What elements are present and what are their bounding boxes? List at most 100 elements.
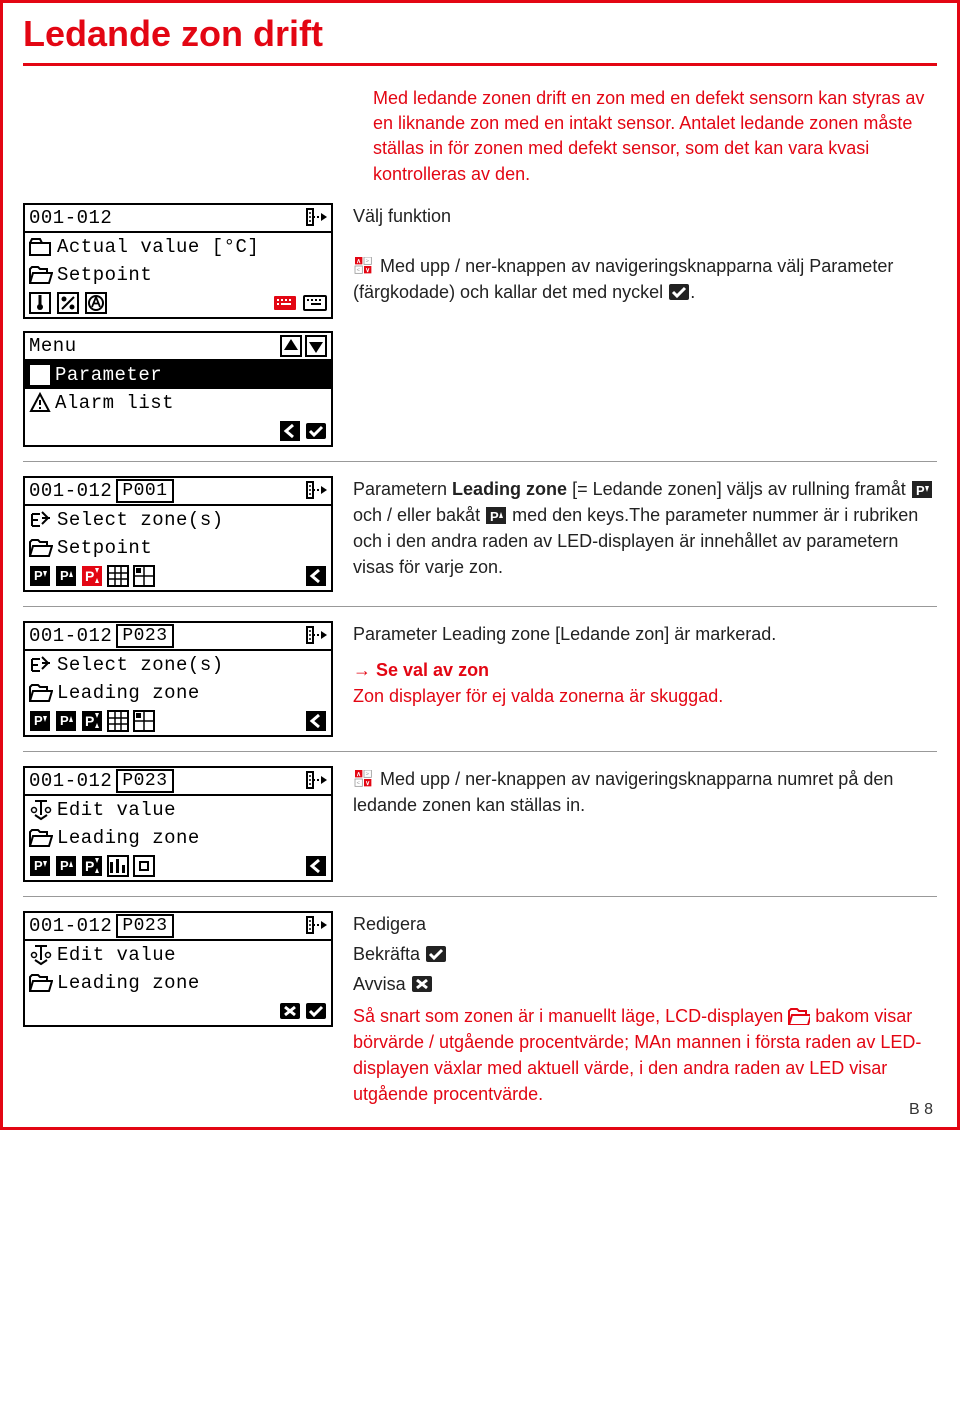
amp-icon bbox=[85, 292, 107, 314]
menu-parameter: Parameter bbox=[55, 364, 327, 386]
divider-4 bbox=[23, 896, 937, 897]
lcd2-line3: Setpoint bbox=[57, 537, 327, 559]
lcd-1b-menu: Menu Parameter Alarm list bbox=[23, 331, 333, 447]
signal-icon bbox=[305, 915, 327, 937]
lcd4-zone: 001-012 bbox=[29, 770, 112, 792]
warn-icon bbox=[29, 392, 51, 414]
nav-icon bbox=[353, 770, 375, 788]
selzone-icon bbox=[29, 654, 53, 676]
desc2-mid1: [= Ledande zonen] väljs av rullning fram… bbox=[567, 479, 911, 499]
lcd4-param: P023 bbox=[116, 769, 173, 793]
lcd-1a: 001-012 Actual value [°C] Setpoint bbox=[23, 203, 333, 319]
lcd-group-1: 001-012 Actual value [°C] Setpoint bbox=[23, 203, 333, 447]
pdown-icon-inline bbox=[911, 480, 933, 498]
desc2-mid2: och / eller bakåt bbox=[353, 505, 485, 525]
desc1-heading: Välj funktion bbox=[353, 203, 937, 229]
section-5: 001-012 P023 Edit value Leading zone Red… bbox=[23, 911, 937, 1108]
grid-icon bbox=[107, 565, 129, 587]
back-fill-icon bbox=[305, 855, 327, 877]
section-3: 001-012 P023 Select zone(s) Leading zone… bbox=[23, 621, 937, 737]
signal-icon bbox=[305, 770, 327, 792]
pup-icon bbox=[55, 565, 77, 587]
desc2-bold: Leading zone bbox=[452, 479, 567, 499]
check-icon-inline bbox=[668, 283, 690, 301]
desc-4: Med upp / ner-knappen av navigeringsknap… bbox=[353, 766, 937, 818]
lcd3-param: P023 bbox=[116, 624, 173, 648]
page-title: Ledande zon drift bbox=[23, 13, 937, 55]
nav-icon bbox=[353, 257, 375, 275]
pns-icon bbox=[81, 565, 103, 587]
desc3-arrow: → Se val av zon bbox=[353, 657, 937, 683]
check-icon bbox=[305, 1002, 327, 1020]
check-icon-inline bbox=[425, 945, 447, 963]
pup-icon-inline bbox=[485, 506, 507, 524]
desc3-body: Parameter Leading zone [Ledande zon] är … bbox=[353, 621, 937, 647]
section-1: 001-012 Actual value [°C] Setpoint bbox=[23, 203, 937, 447]
grid4-icon bbox=[133, 565, 155, 587]
back-fill-icon bbox=[305, 710, 327, 732]
lcd5-line2: Edit value bbox=[57, 944, 327, 966]
section-2: 001-012 P001 Select zone(s) Setpoint Par… bbox=[23, 476, 937, 592]
pdown-icon bbox=[29, 710, 51, 732]
lcd5-line3: Leading zone bbox=[57, 972, 327, 994]
desc5-confirm: Bekräfta bbox=[353, 944, 420, 964]
divider-1 bbox=[23, 461, 937, 462]
lcd1-zone: 001-012 bbox=[29, 207, 305, 229]
cross-icon-inline bbox=[411, 975, 433, 993]
folder-open-icon bbox=[29, 265, 53, 285]
grid-icon bbox=[107, 710, 129, 732]
menu-title: Menu bbox=[29, 335, 280, 357]
folder-open-icon bbox=[29, 828, 53, 848]
lcd5-param: P023 bbox=[116, 914, 173, 938]
desc5-tail-prefix: Så snart som zonen är i manuellt läge, L… bbox=[353, 1006, 788, 1026]
back-fill-icon bbox=[279, 420, 301, 442]
desc-3: Parameter Leading zone [Ledande zon] är … bbox=[353, 621, 937, 709]
pup-icon bbox=[55, 710, 77, 732]
grid4-icon bbox=[133, 710, 155, 732]
lcd3-zone: 001-012 bbox=[29, 625, 112, 647]
edit-icon bbox=[29, 799, 53, 821]
lcd2-param: P001 bbox=[116, 479, 173, 503]
pns-icon bbox=[81, 855, 103, 877]
page-number: B 8 bbox=[909, 1101, 933, 1119]
check-icon bbox=[305, 422, 327, 440]
menu-alarm: Alarm list bbox=[55, 392, 327, 414]
desc5-reject: Avvisa bbox=[353, 974, 406, 994]
lcd5-zone: 001-012 bbox=[29, 915, 112, 937]
edit-icon bbox=[29, 944, 53, 966]
title-underline bbox=[23, 63, 937, 66]
desc5-edit: Redigera bbox=[353, 911, 937, 937]
pdown-icon bbox=[29, 565, 51, 587]
divider-3 bbox=[23, 751, 937, 752]
folder-open-inline-icon bbox=[788, 1007, 810, 1025]
up-icon bbox=[280, 335, 302, 357]
intro-text: Med ledande zonen drift en zon med en de… bbox=[373, 86, 937, 187]
desc2-prefix: Parametern bbox=[353, 479, 452, 499]
keyboard-icon bbox=[273, 293, 297, 313]
down-icon bbox=[305, 335, 327, 357]
folder-icon bbox=[29, 237, 53, 257]
thermo-icon bbox=[29, 292, 51, 314]
keyboard-outline-icon bbox=[303, 293, 327, 313]
pns-icon bbox=[81, 710, 103, 732]
lcd2-line2: Select zone(s) bbox=[57, 509, 327, 531]
cross-icon bbox=[279, 1002, 301, 1020]
signal-icon bbox=[305, 480, 327, 502]
lcd-5: 001-012 P023 Edit value Leading zone bbox=[23, 911, 333, 1027]
lcd4-line2: Edit value bbox=[57, 799, 327, 821]
lcd1-line3: Setpoint bbox=[57, 264, 327, 286]
p-letter-icon bbox=[29, 364, 51, 386]
pdown-icon bbox=[29, 855, 51, 877]
desc1-body: Med upp / ner-knappen av navigeringsknap… bbox=[353, 256, 893, 302]
desc4-body: Med upp / ner-knappen av navigeringsknap… bbox=[353, 769, 893, 815]
section-4: 001-012 P023 Edit value Leading zone Med… bbox=[23, 766, 937, 882]
back-fill-icon bbox=[305, 565, 327, 587]
desc3-sub: Zon displayer för ej valda zonerna är sk… bbox=[353, 683, 937, 709]
selzone-icon bbox=[29, 509, 53, 531]
desc-2: Parametern Leading zone [= Ledande zonen… bbox=[353, 476, 937, 580]
pup-icon bbox=[55, 855, 77, 877]
setting-icon bbox=[107, 855, 129, 877]
signal-icon bbox=[305, 207, 327, 229]
lcd3-line2: Select zone(s) bbox=[57, 654, 327, 676]
folder-open-icon bbox=[29, 538, 53, 558]
